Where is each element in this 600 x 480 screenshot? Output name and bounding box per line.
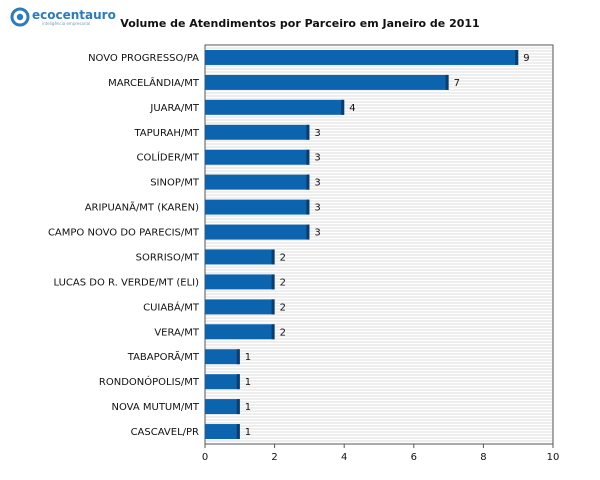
bar (205, 249, 275, 265)
bar-end-shade (236, 349, 240, 365)
category-label: ARIPUANÃ/MT (KAREN) (85, 201, 199, 214)
bar-end-shade (236, 399, 240, 415)
value-label: 2 (280, 327, 286, 338)
value-label: 3 (314, 203, 320, 214)
value-label: 2 (280, 302, 286, 313)
x-tick-label: 10 (547, 452, 560, 463)
x-tick-label: 2 (271, 452, 277, 463)
bar (205, 374, 240, 390)
x-tick-label: 0 (202, 452, 208, 463)
bar-fill (205, 399, 240, 415)
category-label: NOVA MUTUM/MT (111, 402, 199, 413)
bar (205, 274, 275, 290)
category-label: RONDONÓPOLIS/MT (99, 375, 200, 388)
bar (205, 224, 310, 240)
bar-fill (205, 249, 275, 265)
bar-end-shade (515, 49, 519, 65)
value-label: 7 (454, 78, 460, 89)
chart-title: Volume de Atendimentos por Parceiro em J… (120, 17, 479, 30)
value-labels: 9 7 4 3 3 3 3 3 2 2 2 2 1 1 1 1 (245, 53, 530, 438)
x-tick-label: 4 (341, 452, 347, 463)
x-tick-label: 6 (411, 452, 417, 463)
bar-end-shade (341, 99, 345, 115)
value-label: 1 (245, 427, 251, 438)
bar-end-shade (236, 374, 240, 390)
category-label: LUCAS DO R. VERDE/MT (ELI) (54, 277, 200, 288)
bar-end-shade (306, 124, 310, 140)
value-label: 2 (280, 277, 286, 288)
bar-fill (205, 224, 310, 240)
value-label: 2 (280, 252, 286, 263)
logo-ring-icon (10, 7, 30, 27)
bars (205, 49, 519, 440)
value-label: 3 (314, 228, 320, 239)
bar-end-shade (271, 249, 275, 265)
value-label: 9 (523, 53, 529, 64)
value-label: 3 (314, 153, 320, 164)
bar-end-shade (306, 224, 310, 240)
bar (205, 149, 310, 165)
bar (205, 424, 240, 440)
category-label: SINOP/MT (150, 178, 200, 189)
category-labels: NOVO PROGRESSO/PA MARCELÂNDIA/MT JUARA/MT T… (48, 53, 200, 438)
category-label: TABAPORÃ/MT (127, 350, 200, 363)
bar-end-shade (445, 74, 449, 90)
bar-end-shade (236, 424, 240, 440)
bar-fill (205, 174, 310, 190)
value-label: 3 (314, 128, 320, 139)
bar (205, 199, 310, 215)
category-label: CAMPO NOVO DO PARECIS/MT (48, 228, 200, 239)
bar (205, 49, 519, 65)
bar (205, 299, 275, 315)
category-label: MARCELÂNDIA/MT (108, 76, 200, 89)
bar-fill (205, 199, 310, 215)
x-axis: 0 2 4 6 8 10 (202, 444, 560, 463)
value-label: 4 (349, 103, 355, 114)
category-label: VERA/MT (154, 327, 200, 338)
brand-name: ecocentauro (32, 8, 116, 22)
bar (205, 174, 310, 190)
bar-fill (205, 49, 519, 65)
bar-end-shade (306, 174, 310, 190)
category-label: NOVO PROGRESSO/PA (88, 53, 199, 64)
bar (205, 124, 310, 140)
value-label: 1 (245, 402, 251, 413)
bar-end-shade (271, 299, 275, 315)
value-label: 1 (245, 352, 251, 363)
brand-tagline: inteligência empresarial (42, 21, 90, 26)
category-label: JUARA/MT (149, 103, 199, 114)
bar-fill (205, 299, 275, 315)
plot-area (204, 44, 554, 445)
ecocentauro-logo: ecocentauro inteligência empresarial (10, 7, 116, 27)
bar-fill (205, 149, 310, 165)
category-label: CASCAVEL/PR (131, 427, 199, 438)
bar (205, 349, 240, 365)
x-tick-label: 8 (480, 452, 486, 463)
bar-end-shade (271, 274, 275, 290)
value-label: 1 (245, 377, 251, 388)
bar-end-shade (271, 324, 275, 340)
value-label: 3 (314, 178, 320, 189)
bar-fill (205, 99, 345, 115)
category-label: CUIABÁ/MT (143, 300, 200, 313)
bar-fill (205, 349, 240, 365)
bar-end-shade (306, 149, 310, 165)
category-label: TAPURAH/MT (133, 128, 199, 139)
bar (205, 99, 345, 115)
bar-fill (205, 424, 240, 440)
bar (205, 74, 449, 90)
bar-fill (205, 124, 310, 140)
bar-fill (205, 324, 275, 340)
bar (205, 399, 240, 415)
bar (205, 324, 275, 340)
bar-fill (205, 374, 240, 390)
category-label: SORRISO/MT (136, 252, 200, 263)
bar-fill (205, 74, 449, 90)
bar-end-shade (306, 199, 310, 215)
category-label: COLÍDER/MT (137, 151, 200, 164)
bar-fill (205, 274, 275, 290)
